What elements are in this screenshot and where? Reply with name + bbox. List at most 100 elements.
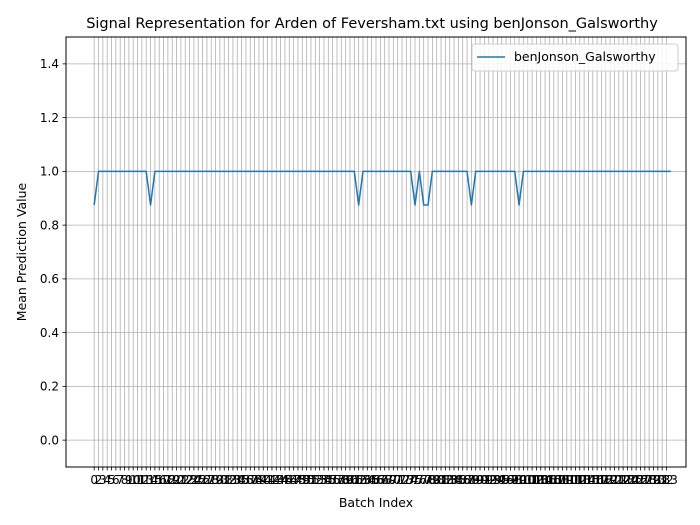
x-tick-label: 46: [282, 473, 297, 487]
x-tick-label: 129: [638, 473, 661, 487]
x-tick-label: 88: [464, 473, 479, 487]
x-tick-label: 112: [564, 473, 587, 487]
x-tick-label: 74: [403, 473, 418, 487]
x-tick-label: 25: [191, 473, 206, 487]
x-tick-label: 97: [503, 473, 518, 487]
x-tick-label: 85: [451, 473, 466, 487]
x-tick-label: 52: [308, 473, 323, 487]
x-tick-label: 117: [586, 473, 609, 487]
x-tick-label: 61: [347, 473, 362, 487]
x-tick-label: 71: [390, 473, 405, 487]
x-tick-label: 78: [420, 473, 435, 487]
x-tick-label: 94: [490, 473, 505, 487]
x-tick-label: 131: [646, 473, 669, 487]
x-tick-label: 102: [521, 473, 544, 487]
x-tick-label: 43: [269, 473, 284, 487]
chart-title: Signal Representation for Arden of Fever…: [86, 16, 658, 32]
x-tick-label: 35: [234, 473, 249, 487]
x-tick-label: 30: [212, 473, 227, 487]
x-tick-label: 119: [594, 473, 617, 487]
data-series: [93, 170, 671, 206]
x-tick-label: 57: [329, 473, 344, 487]
series-line: [93, 170, 671, 206]
x-tick-label: 36: [238, 473, 253, 487]
x-tick-label: 84: [446, 473, 461, 487]
x-tick-label: 23: [182, 473, 197, 487]
x-tick-label: 89: [468, 473, 483, 487]
x-tick-label: 96: [498, 473, 513, 487]
x-tick-label: 42: [264, 473, 279, 487]
x-tick-label: 104: [529, 473, 552, 487]
x-tick-label: 120: [599, 473, 622, 487]
x-tick-label: 70: [386, 473, 401, 487]
x-tick-label: 99: [511, 473, 526, 487]
x-tick-label: 54: [316, 473, 331, 487]
x-tick-label: 45: [277, 473, 292, 487]
y-axis-label: Mean Prediction Value: [14, 182, 29, 321]
x-tick-label: 72: [394, 473, 409, 487]
x-tick-label: 110: [555, 473, 578, 487]
x-tick-label: 114: [573, 473, 596, 487]
x-tick-label: 60: [342, 473, 357, 487]
x-tick-label: 91: [477, 473, 492, 487]
x-tick-label: 108: [547, 473, 570, 487]
x-tick-label: 105: [534, 473, 557, 487]
x-tick-label: 124: [616, 473, 639, 487]
x-tick-label: 77: [416, 473, 431, 487]
y-tick-label: 0.2: [40, 380, 59, 394]
x-tick-label: 31: [217, 473, 232, 487]
y-tick-label: 1.2: [40, 111, 59, 125]
x-tick-label: 26: [195, 473, 210, 487]
y-tick-label: 1.0: [40, 165, 59, 179]
x-tick-label: 44: [273, 473, 288, 487]
x-tick-label: 47: [286, 473, 301, 487]
x-tick-label: 37: [243, 473, 258, 487]
x-tick-label: 49: [295, 473, 310, 487]
x-tick-label: 6: [112, 473, 120, 487]
x-tick-label: 82: [438, 473, 453, 487]
x-tick-label: 64: [360, 473, 375, 487]
x-tick-label: 39: [251, 473, 266, 487]
x-tick-label: 125: [620, 473, 643, 487]
x-tick-label: 11: [130, 473, 145, 487]
x-tick-label: 93: [485, 473, 500, 487]
x-tick-label: 127: [629, 473, 652, 487]
x-tick-label: 87: [459, 473, 474, 487]
x-tick-label: 109: [551, 473, 574, 487]
x-tick-label: 29: [208, 473, 223, 487]
x-tick-label: 32: [221, 473, 236, 487]
x-tick-label: 63: [355, 473, 370, 487]
x-tick-label: 28: [204, 473, 219, 487]
x-tick-label: 81: [433, 473, 448, 487]
x-tick-label: 92: [481, 473, 496, 487]
x-tick-label: 128: [633, 473, 656, 487]
x-tick-label: 53: [312, 473, 327, 487]
y-tick-label: 0.0: [40, 433, 59, 447]
x-tick-label: 100: [512, 473, 535, 487]
x-tick-label: 118: [590, 473, 613, 487]
x-tick-label: 126: [625, 473, 648, 487]
x-tick-label: 2: [95, 473, 103, 487]
x-tick-label: 40: [256, 473, 271, 487]
x-tick-label: 20: [169, 473, 184, 487]
x-tick-label: 12: [134, 473, 149, 487]
legend: benJonson_Galsworthy: [471, 43, 679, 72]
x-tick-label: 79: [425, 473, 440, 487]
x-tick-label: 15: [147, 473, 162, 487]
x-tick-label: 10: [126, 473, 141, 487]
x-tick-label: 8: [121, 473, 129, 487]
x-tick-label: 75: [407, 473, 422, 487]
x-tick-label: 7: [116, 473, 124, 487]
x-tick-label: 130: [642, 473, 665, 487]
x-tick-label: 90: [472, 473, 487, 487]
x-tick-label: 106: [538, 473, 561, 487]
x-tick-label: 14: [143, 473, 158, 487]
x-tick-label: 51: [303, 473, 318, 487]
x-tick-label: 50: [299, 473, 314, 487]
x-tick-label: 65: [364, 473, 379, 487]
x-tick-label: 66: [368, 473, 383, 487]
x-tick-label: 67: [373, 473, 388, 487]
x-tick-label: 9: [125, 473, 133, 487]
x-tick-label: 34: [230, 473, 245, 487]
